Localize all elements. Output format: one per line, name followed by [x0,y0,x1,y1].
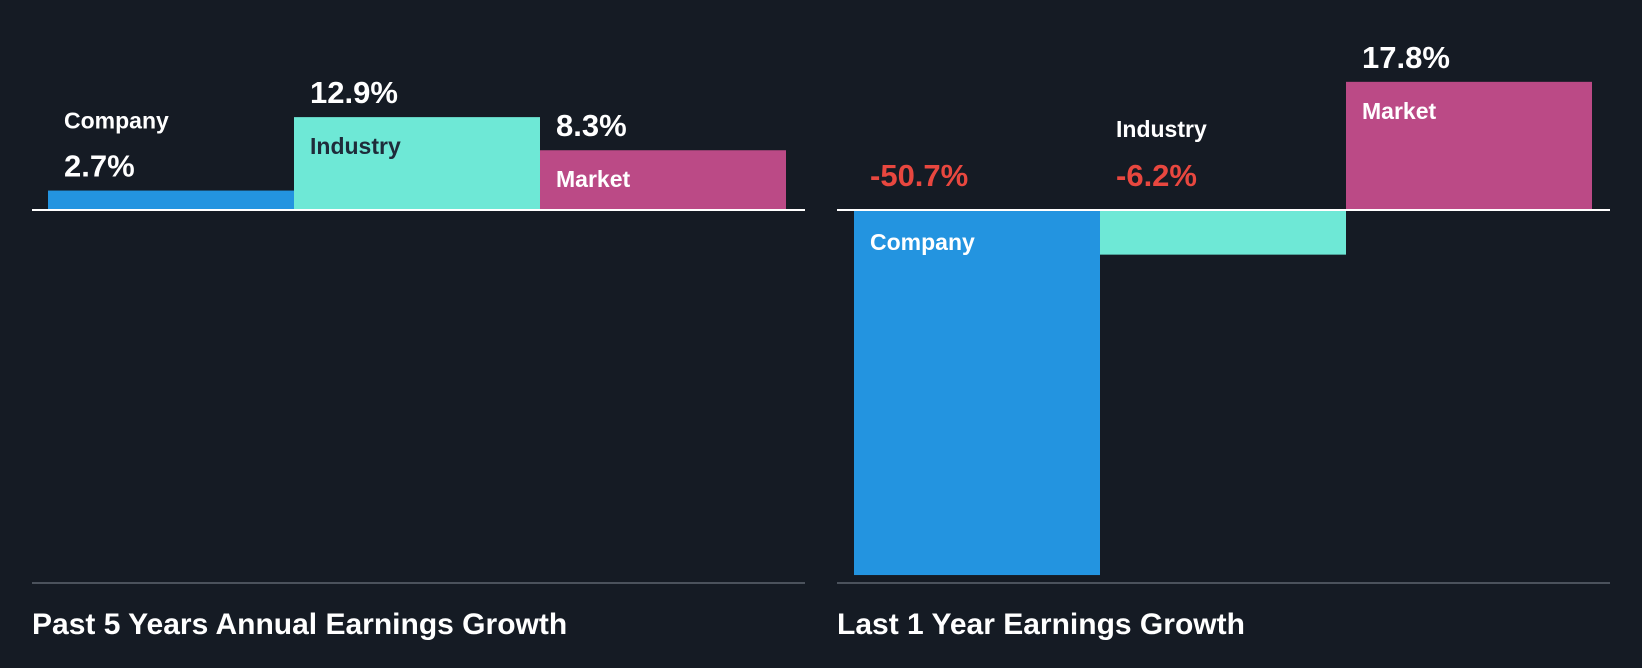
past-5-years-annual-earnings-growth-industry-category-label: Industry [310,133,401,159]
last-1-year-earnings-growth-company-category-label: Company [870,229,975,255]
past-5-years-panel: 2.7% Company 12.9% Industry 8.3% Market Past … [32,75,805,641]
last-1-year-title: Last 1 Year Earnings Growth [837,608,1245,641]
past-5-years-annual-earnings-growth-industry-value-label: 12.9% [310,75,398,110]
last-1-year-earnings-growth-market-value-label: 17.8% [1362,40,1450,75]
last-1-year-earnings-growth-company-value-label: -50.7% [870,158,968,193]
last-1-year-labels: -50.7% Company -6.2% Industry 17.8% Market [870,40,1450,255]
last-1-year-earnings-growth-industry-bar [1100,210,1346,255]
past-5-years-annual-earnings-growth-market-category-label: Market [556,166,630,192]
past-5-years-title: Past 5 Years Annual Earnings Growth [32,608,567,641]
past-5-years-annual-earnings-growth-company-category-label: Company [64,108,169,134]
last-1-year-earnings-growth-industry-value-label: -6.2% [1116,158,1197,193]
past-5-years-annual-earnings-growth-market-value-label: 8.3% [556,108,627,143]
past-5-years-annual-earnings-growth-company-bar [48,190,294,210]
past-5-years-bars [48,117,786,210]
last-1-year-earnings-growth-company-bar [854,210,1100,576]
past-5-years-annual-earnings-growth-market-bar [540,150,786,210]
last-1-year-earnings-growth-industry-category-label: Industry [1116,116,1207,142]
past-5-years-labels: 2.7% Company 12.9% Industry 8.3% Market [64,75,630,192]
last-1-year-earnings-growth-market-bar [1346,81,1592,210]
last-1-year-earnings-growth-market-category-label: Market [1362,98,1436,124]
past-5-years-annual-earnings-growth-industry-bar [294,117,540,210]
last-1-year-bars [854,81,1592,576]
last-1-year-panel: -50.7% Company -6.2% Industry 17.8% Market La… [837,40,1610,641]
past-5-years-annual-earnings-growth-company-value-label: 2.7% [64,149,135,184]
